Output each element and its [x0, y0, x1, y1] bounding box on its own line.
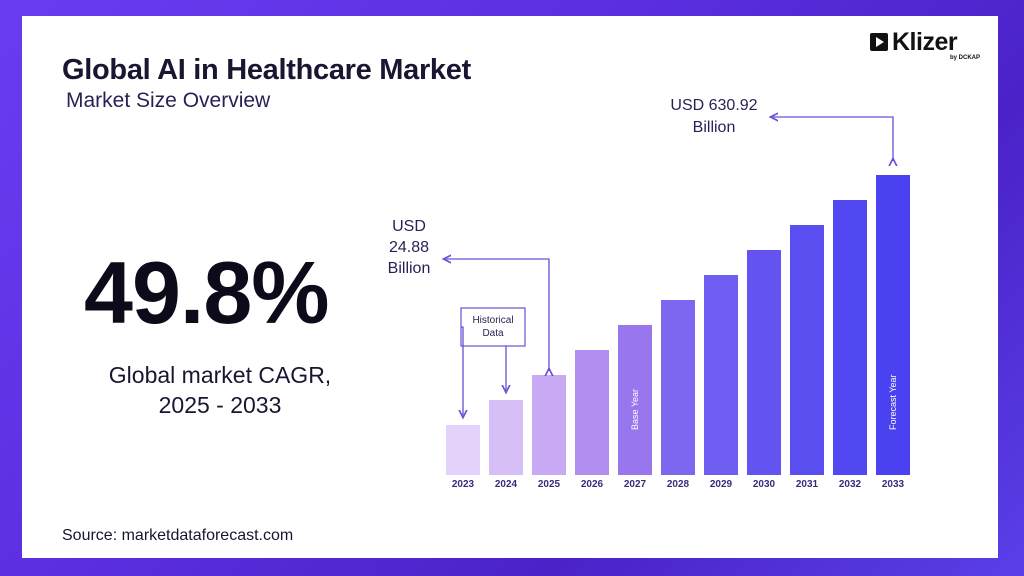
x-tick-label: 2026: [581, 479, 604, 490]
historical-data-text: Data: [482, 328, 504, 339]
infographic-card: Global AI in Healthcare Market Market Si…: [22, 16, 998, 558]
annotation-2025-text: USD: [392, 218, 426, 235]
x-tick-label: 2032: [839, 479, 862, 490]
klizer-logo: Klizer by DCKAP: [870, 28, 981, 70]
bar-chart: 2023 2024 2025 2026 2027 Base Year 2028 2029 203…: [388, 97, 910, 490]
arrow-2025-annotation: [446, 259, 549, 371]
bar-2031: [790, 225, 824, 475]
annotation-2025-text: 24.88: [389, 239, 429, 256]
bar-2024: [489, 400, 523, 475]
logo-name: Klizer: [892, 28, 958, 56]
bar-2027: [618, 325, 652, 475]
bar-2028: [661, 300, 695, 475]
bar-2029: [704, 275, 738, 475]
x-tick-label: 2029: [710, 479, 733, 490]
cagr-label-line1: Global market CAGR,: [108, 362, 332, 388]
arrow-2033-annotation: [773, 117, 893, 161]
annotation-2033-text: USD 630.92: [670, 97, 757, 114]
x-tick-label: 2025: [538, 479, 561, 490]
page-subtitle: Market Size Overview: [66, 89, 271, 112]
bar-inside-label: Base Year: [630, 389, 640, 430]
x-tick-label: 2030: [753, 479, 776, 490]
bar-2025: [532, 375, 566, 475]
historical-data-box: [460, 307, 526, 347]
x-tick-label: 2028: [667, 479, 690, 490]
x-tick-label: 2024: [495, 479, 518, 490]
bar-2026: [575, 350, 609, 475]
x-tick-label: 2033: [882, 479, 905, 490]
logo-byline: by DCKAP: [950, 55, 981, 61]
bar-inside-label: Forecast Year: [888, 374, 898, 430]
cagr-label: Global market CAGR, 2025 - 2033: [90, 360, 350, 420]
source-note: Source: marketdataforecast.com: [62, 527, 294, 544]
arrow-historical-2023: [461, 326, 463, 415]
page-title: Global AI in Healthcare Market: [62, 54, 471, 86]
bar-2033: [876, 175, 910, 475]
x-tick-label: 2031: [796, 479, 819, 490]
logo-play-icon: [870, 33, 888, 51]
x-tick-label: 2027: [624, 479, 647, 490]
bar-2032: [833, 200, 867, 475]
annotation-2025-text: Billion: [388, 260, 431, 277]
bar-2023: [446, 425, 480, 475]
bar-2030: [747, 250, 781, 475]
x-tick-label: 2023: [452, 479, 475, 490]
annotation-2033-text: Billion: [693, 119, 736, 136]
historical-data-text: Historical: [472, 315, 513, 326]
cagr-value: 49.8%: [84, 243, 330, 342]
cagr-label-line2: 2025 - 2033: [158, 392, 282, 418]
